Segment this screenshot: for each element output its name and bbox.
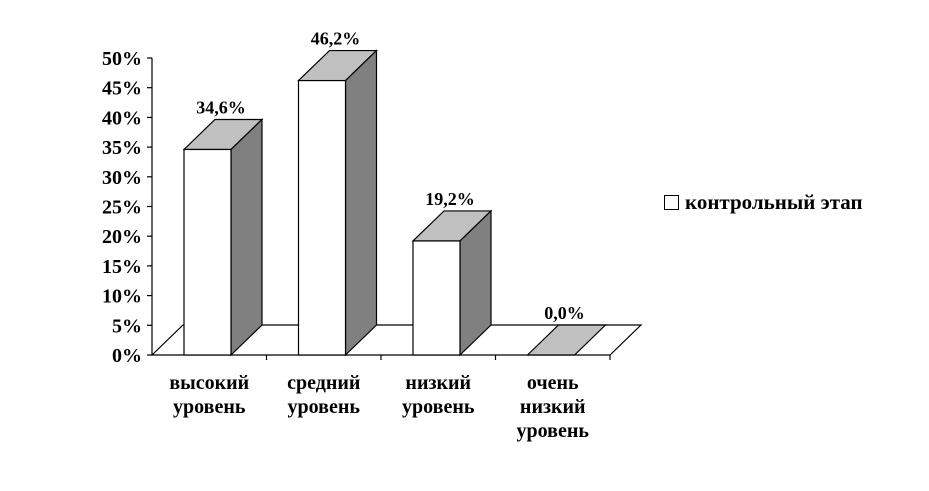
data-label: 0,0% [544, 303, 585, 323]
y-tick-label: 50% [102, 48, 142, 70]
y-tick-label: 45% [102, 78, 142, 100]
data-label: 46,2% [311, 29, 361, 49]
chart-bars-group [182, 49, 607, 357]
x-tick-label-line: уровень [288, 396, 361, 418]
x-tick-label-line: уровень [517, 420, 590, 442]
x-tick-label: низкий уровень [402, 372, 475, 418]
x-tick-label-line: низкий [520, 396, 586, 418]
bar-side [230, 118, 263, 357]
bar [297, 79, 347, 356]
x-tick-label-line: очень [527, 372, 579, 394]
x-tick-label-line: уровень [402, 396, 475, 418]
x-tick-label-line: низкий [405, 372, 471, 394]
y-tick-label: 40% [102, 107, 142, 129]
x-tick-label: средний уровень [287, 372, 360, 418]
y-tick-label: 20% [102, 226, 142, 248]
y-tick-label: 30% [102, 167, 142, 189]
data-label: 34,6% [196, 97, 246, 117]
y-tick-label: 0% [112, 345, 142, 367]
chart-axis-group: 0% 5% 10% 15% 20% 25% 30% 35% 40% 45% 50% [102, 48, 611, 367]
bar [412, 240, 461, 356]
y-tick-label: 25% [102, 197, 142, 219]
y-tick-label: 10% [102, 286, 142, 308]
x-tick-label-line: средний [287, 372, 360, 394]
x-tick-label: очень низкий уровень [517, 372, 590, 442]
x-tick-label-line: уровень [173, 396, 246, 418]
bar-top [526, 324, 607, 356]
legend-label: контрольный этап [685, 190, 863, 214]
chart-labels-group: 34,6%46,2%19,2%0,0%высокий уровеньсредний… [169, 29, 589, 442]
legend-swatch [664, 195, 679, 210]
bar [183, 148, 232, 356]
x-tick-label: высокий уровень [169, 372, 249, 418]
y-tick-label: 35% [102, 137, 142, 159]
y-tick-label: 15% [102, 256, 142, 278]
bar-side [344, 49, 378, 357]
legend: контрольный этап [664, 190, 863, 215]
x-tick-label-line: высокий [169, 372, 249, 394]
data-label: 19,2% [425, 189, 475, 209]
y-tick-label: 5% [112, 315, 142, 337]
